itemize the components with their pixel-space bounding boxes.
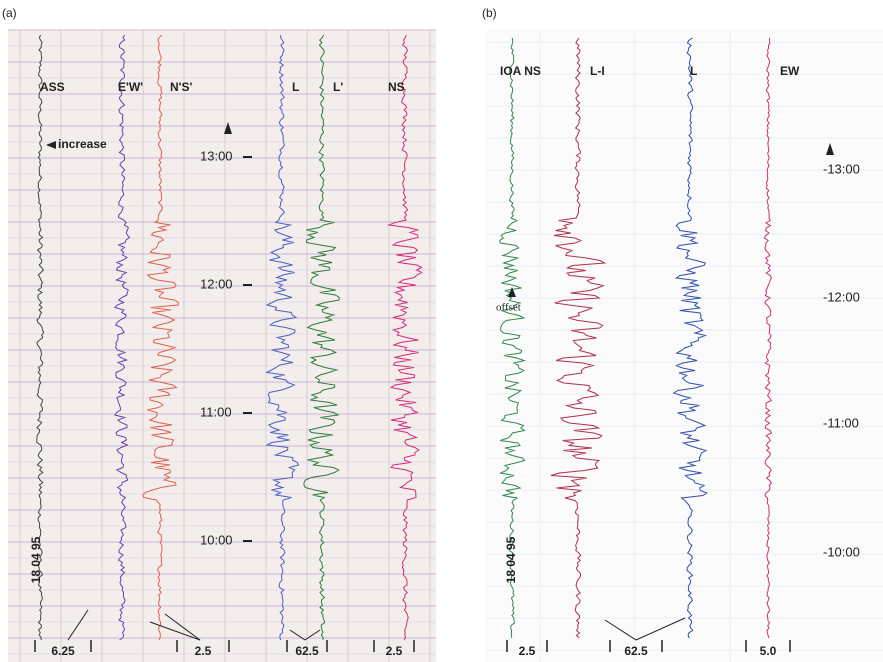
trace bbox=[672, 37, 708, 639]
panel-label: (a) bbox=[2, 6, 17, 20]
trace-label: NS bbox=[388, 80, 405, 94]
traces bbox=[36, 34, 773, 641]
scale-label: 2.5 bbox=[386, 644, 403, 658]
trace-label: L bbox=[292, 80, 299, 94]
pointer bbox=[149, 621, 201, 641]
scale-label: 2.5 bbox=[195, 644, 212, 658]
time-label: 11:00 bbox=[200, 404, 232, 419]
trace-label: IOA NS bbox=[500, 64, 541, 78]
trace bbox=[36, 34, 45, 641]
annotation: offset bbox=[496, 302, 521, 314]
panel-a-paper bbox=[8, 30, 436, 662]
trace bbox=[386, 34, 423, 641]
labels: (a) (b) ASS E'W' N'S' L L' NS IOA NS L-I L EW incr… bbox=[2, 6, 860, 658]
time-label: -11:00 bbox=[823, 415, 859, 430]
panel-b-paper bbox=[485, 30, 883, 662]
scale-label: 5.0 bbox=[760, 644, 777, 658]
trace-label: ASS bbox=[40, 80, 65, 94]
trace-label: E'W' bbox=[118, 80, 143, 94]
time-label: 13:00 bbox=[200, 148, 233, 163]
trace bbox=[763, 37, 773, 639]
trace-label: N'S' bbox=[170, 80, 193, 94]
scale-label: 6.25 bbox=[51, 644, 75, 658]
pointer bbox=[604, 619, 637, 641]
arrow bbox=[826, 143, 834, 155]
scale-label: 62.5 bbox=[295, 644, 319, 658]
time-label: -10:00 bbox=[823, 544, 860, 559]
trace bbox=[498, 37, 527, 639]
trace-label: EW bbox=[780, 64, 800, 78]
grid bbox=[8, 29, 883, 662]
annotation: increase bbox=[58, 137, 107, 151]
date-label: 18 04 95 bbox=[504, 536, 518, 583]
arrow bbox=[508, 287, 516, 297]
pointer bbox=[635, 617, 686, 641]
trace bbox=[113, 34, 131, 641]
trace-label: L bbox=[690, 64, 697, 78]
time-label: 12:00 bbox=[200, 276, 233, 291]
time-label: -12:00 bbox=[823, 289, 860, 304]
scale-label: 2.5 bbox=[519, 644, 536, 658]
date-label: 18 04 95 bbox=[29, 536, 43, 583]
trace bbox=[265, 34, 300, 641]
scale-label: 62.5 bbox=[624, 644, 648, 658]
pointer bbox=[67, 609, 89, 641]
trace bbox=[303, 34, 341, 641]
trace bbox=[550, 37, 607, 639]
trace-label: L-I bbox=[590, 64, 605, 78]
trace-label: L' bbox=[333, 80, 343, 94]
panel-label: (b) bbox=[482, 6, 497, 20]
arrow bbox=[224, 122, 232, 134]
time-label: 10:00 bbox=[200, 532, 233, 547]
time-label: -13:00 bbox=[823, 161, 860, 176]
pointer bbox=[164, 613, 201, 641]
trace bbox=[142, 34, 179, 641]
pointer bbox=[304, 629, 321, 641]
pointer bbox=[289, 629, 306, 641]
arrow bbox=[46, 141, 56, 149]
